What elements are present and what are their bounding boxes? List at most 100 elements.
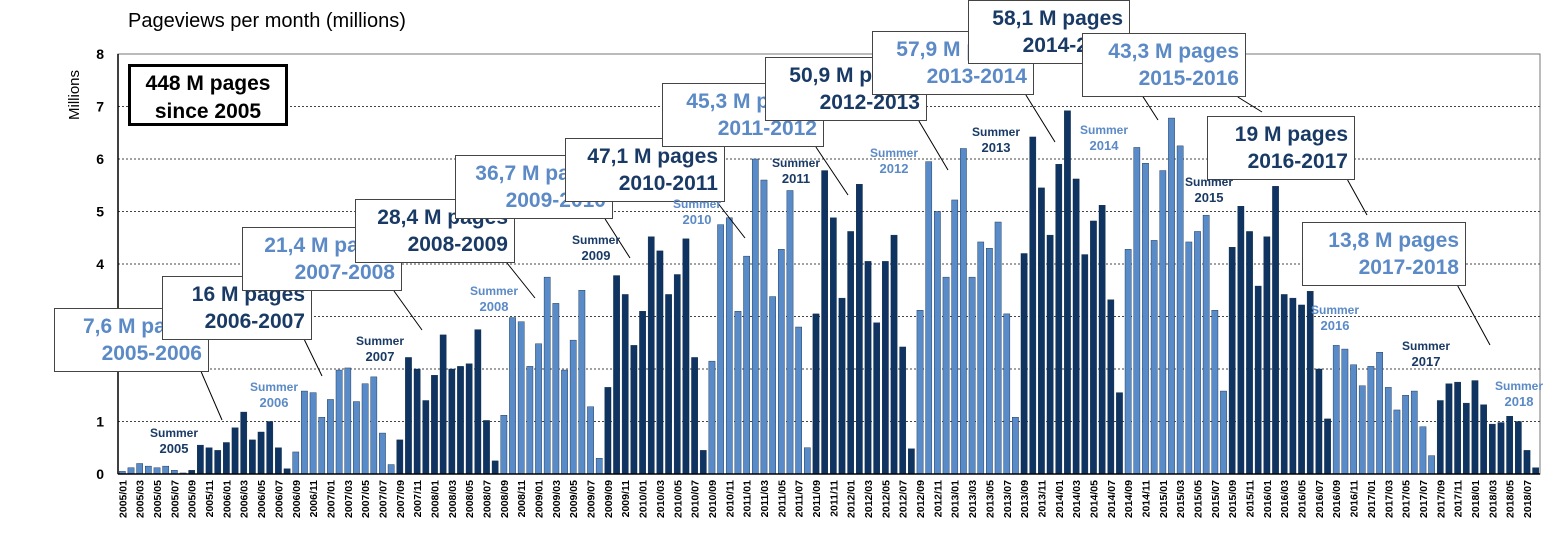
- x-tick-label: 2014/07: [1106, 480, 1118, 518]
- x-tick-label: 2006/05: [256, 480, 268, 518]
- x-tick-label: 2007/07: [377, 480, 389, 518]
- bar: [934, 211, 941, 475]
- bar: [552, 303, 560, 475]
- bar: [708, 360, 716, 475]
- x-tick-label: 2014/09: [1123, 480, 1135, 518]
- x-tick-label: 2009/03: [551, 480, 563, 518]
- summer-label-2006: Summer 2006: [250, 380, 298, 410]
- bar: [1081, 254, 1089, 475]
- bar: [197, 444, 204, 475]
- x-tick-label: 2006/01: [221, 480, 233, 518]
- bar: [1185, 241, 1193, 475]
- total-line1: 448 M pages: [145, 72, 271, 95]
- bar: [405, 357, 412, 475]
- x-tick-label: 2009/05: [568, 480, 580, 518]
- summer-word: Summer: [250, 380, 299, 394]
- x-tick-label: 2017/11: [1453, 480, 1465, 518]
- bar: [908, 448, 915, 475]
- bar: [1358, 385, 1366, 475]
- bar: [1289, 297, 1297, 475]
- bar: [327, 399, 334, 475]
- x-tick-label: 2009/01: [534, 480, 546, 518]
- bar: [769, 296, 776, 475]
- x-tick-label: 2009/09: [603, 480, 615, 518]
- x-tick-label: 2008/09: [499, 480, 511, 518]
- summer-word: Summer: [1495, 379, 1544, 393]
- bar: [535, 343, 542, 475]
- summer-year: 2015: [1194, 190, 1224, 205]
- bar: [1237, 206, 1245, 475]
- chart-title: Pageviews per month (millions): [128, 10, 406, 32]
- x-tick-label: 2016/07: [1314, 480, 1326, 518]
- x-tick-label: 2007/01: [325, 480, 337, 518]
- bar: [1150, 240, 1158, 475]
- bar: [309, 392, 317, 475]
- leader-line: [1025, 94, 1056, 143]
- summer-label-2018: Summer 2018: [1495, 379, 1543, 409]
- bar: [882, 261, 889, 475]
- summer-year: 2009: [581, 248, 611, 263]
- bar: [448, 368, 456, 475]
- bar: [916, 310, 924, 475]
- bar: [1480, 404, 1487, 475]
- summer-label-2010: Summer 2010: [673, 197, 721, 227]
- x-tick-label: 2010/01: [638, 480, 650, 518]
- bar: [509, 317, 516, 475]
- callout-season: 2007-2008: [294, 261, 395, 284]
- leader-line: [304, 339, 323, 377]
- leader-line: [918, 120, 949, 171]
- summer-year: 2006: [259, 395, 289, 410]
- summer-label-2008: Summer 2008: [470, 284, 518, 314]
- bar: [153, 467, 161, 475]
- summer-year: 2011: [781, 171, 811, 186]
- x-tick-label: 2010/07: [690, 480, 702, 518]
- bar: [439, 334, 447, 475]
- bar: [587, 406, 594, 475]
- bar: [899, 346, 907, 475]
- bar: [925, 161, 933, 475]
- callout-2017-2018: 13,8 M pages 2017-2018: [1302, 222, 1466, 286]
- bar: [847, 231, 854, 475]
- bar: [249, 439, 256, 475]
- bar: [804, 447, 811, 475]
- x-tick-label: 2008/07: [482, 480, 494, 518]
- x-tick-label: 2013/03: [967, 480, 979, 518]
- x-tick-label: 2015/09: [1227, 480, 1239, 518]
- x-tick-label: 2013/05: [984, 480, 996, 518]
- bar: [1367, 366, 1375, 475]
- leader-line: [815, 146, 849, 196]
- leader-line: [1347, 179, 1368, 216]
- bar: [1194, 231, 1201, 475]
- bar: [1376, 352, 1383, 475]
- summer-word: Summer: [1185, 175, 1234, 189]
- bar: [396, 439, 404, 475]
- summer-label-2007: Summer 2007: [356, 334, 404, 364]
- bar: [1298, 304, 1305, 475]
- bar: [483, 420, 490, 475]
- bar: [647, 236, 655, 475]
- x-tick-label: 2018/05: [1505, 480, 1517, 518]
- bar: [1532, 467, 1539, 475]
- summer-year: 2017: [1411, 354, 1441, 369]
- bar: [1515, 421, 1522, 475]
- summer-word: Summer: [356, 334, 405, 348]
- x-tick-label: 2007/09: [395, 480, 407, 518]
- bar: [960, 148, 967, 475]
- summer-year: 2007: [365, 349, 395, 364]
- summer-word: Summer: [772, 156, 821, 170]
- x-tick-label: 2010/03: [655, 480, 667, 518]
- bar: [422, 400, 430, 475]
- bar: [812, 313, 820, 475]
- bar: [1332, 345, 1340, 475]
- bar: [1012, 417, 1019, 475]
- y-tick-label: 1: [96, 414, 104, 430]
- bar: [1280, 294, 1288, 475]
- bar: [474, 329, 482, 475]
- leader-line: [604, 218, 631, 259]
- bar: [292, 451, 300, 475]
- x-tick-label: 2012/09: [915, 480, 927, 518]
- axes: [117, 54, 1540, 475]
- bar: [968, 276, 976, 475]
- bars: [119, 110, 1539, 475]
- x-tick-label: 2012/07: [898, 480, 910, 518]
